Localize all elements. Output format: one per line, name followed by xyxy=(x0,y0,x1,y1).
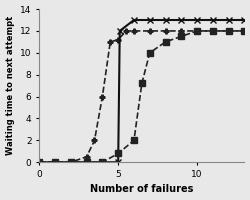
Y-axis label: Waiting time to next attempt: Waiting time to next attempt xyxy=(6,16,15,155)
X-axis label: Number of failures: Number of failures xyxy=(90,184,194,194)
